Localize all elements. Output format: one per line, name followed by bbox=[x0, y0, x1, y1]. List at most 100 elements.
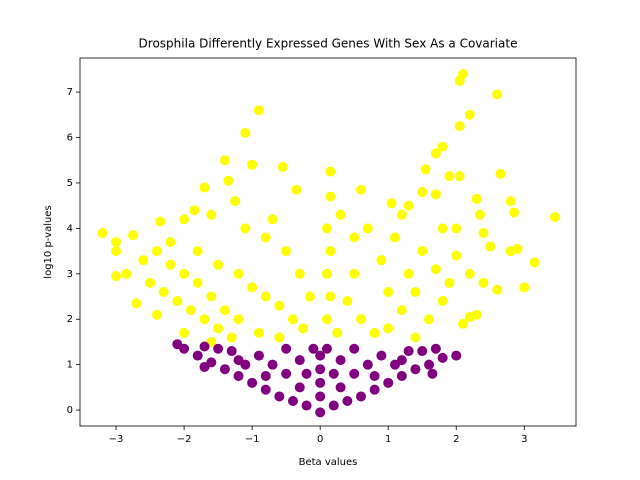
point bbox=[267, 214, 278, 225]
chart-title: Drosphila Differently Expressed Genes Wi… bbox=[139, 37, 518, 51]
point bbox=[325, 166, 336, 177]
point bbox=[281, 246, 292, 257]
point bbox=[396, 355, 407, 366]
x-tick-label: 2 bbox=[453, 434, 459, 445]
point bbox=[410, 364, 421, 375]
point bbox=[321, 223, 332, 234]
point bbox=[274, 300, 285, 311]
point bbox=[138, 255, 149, 266]
point bbox=[417, 187, 428, 198]
point bbox=[206, 291, 217, 302]
point bbox=[492, 89, 503, 100]
point bbox=[291, 184, 302, 195]
point bbox=[151, 246, 162, 257]
point bbox=[403, 200, 414, 211]
point bbox=[213, 259, 224, 270]
point bbox=[549, 212, 560, 223]
point bbox=[437, 352, 448, 363]
point bbox=[121, 268, 132, 279]
point bbox=[128, 230, 139, 241]
point bbox=[294, 382, 305, 393]
point bbox=[158, 286, 169, 297]
point bbox=[355, 314, 366, 325]
point bbox=[281, 368, 292, 379]
point bbox=[424, 359, 435, 370]
y-tick-label: 7 bbox=[67, 87, 73, 98]
y-tick-label: 4 bbox=[67, 223, 73, 234]
point bbox=[430, 264, 441, 275]
point bbox=[369, 327, 380, 338]
point bbox=[478, 277, 489, 288]
point bbox=[386, 198, 397, 209]
point bbox=[253, 327, 264, 338]
point bbox=[362, 359, 373, 370]
point bbox=[301, 368, 312, 379]
point bbox=[471, 309, 482, 320]
point bbox=[529, 257, 540, 268]
point bbox=[403, 346, 414, 357]
point bbox=[294, 268, 305, 279]
point bbox=[362, 223, 373, 234]
point bbox=[226, 332, 237, 343]
y-axis-label: log10 p-values bbox=[43, 205, 54, 278]
x-tick-label: 1 bbox=[385, 434, 391, 445]
point bbox=[172, 296, 183, 307]
x-axis-label: Beta values bbox=[299, 457, 358, 468]
point bbox=[226, 346, 237, 357]
point bbox=[451, 223, 462, 234]
point bbox=[219, 305, 230, 316]
point bbox=[396, 371, 407, 382]
point bbox=[240, 223, 251, 234]
y-tick-label: 0 bbox=[67, 405, 73, 416]
point bbox=[458, 318, 469, 329]
point bbox=[512, 243, 523, 254]
point bbox=[437, 223, 448, 234]
point bbox=[321, 343, 332, 354]
point bbox=[274, 332, 285, 343]
point bbox=[376, 255, 387, 266]
point bbox=[111, 237, 122, 247]
point bbox=[485, 241, 496, 252]
point bbox=[437, 141, 448, 152]
point bbox=[260, 291, 271, 302]
point bbox=[315, 377, 326, 388]
point bbox=[376, 350, 387, 361]
point bbox=[172, 339, 183, 350]
x-tick-label: −1 bbox=[245, 434, 260, 445]
point bbox=[383, 377, 394, 388]
point bbox=[349, 268, 360, 279]
point bbox=[464, 268, 475, 279]
point bbox=[304, 291, 315, 302]
point bbox=[247, 159, 258, 170]
point bbox=[111, 246, 122, 257]
point bbox=[430, 189, 441, 200]
point bbox=[165, 259, 176, 270]
point bbox=[509, 207, 520, 218]
point bbox=[294, 355, 305, 366]
point bbox=[349, 343, 360, 354]
point bbox=[111, 271, 122, 282]
point bbox=[131, 298, 142, 309]
point bbox=[315, 350, 326, 361]
point bbox=[325, 191, 336, 202]
point bbox=[287, 396, 298, 407]
point bbox=[321, 314, 332, 325]
point bbox=[253, 105, 264, 116]
point bbox=[233, 268, 244, 279]
point bbox=[233, 314, 244, 325]
point bbox=[383, 286, 394, 297]
point bbox=[277, 162, 288, 173]
point bbox=[342, 396, 353, 407]
point bbox=[192, 350, 203, 361]
point bbox=[471, 193, 482, 204]
point bbox=[444, 171, 455, 182]
point bbox=[260, 384, 271, 395]
point bbox=[325, 291, 336, 302]
plot-frame bbox=[79, 57, 577, 427]
point bbox=[332, 327, 343, 338]
point bbox=[328, 400, 339, 411]
point bbox=[192, 277, 203, 288]
point bbox=[274, 391, 285, 402]
y-tick-label: 3 bbox=[67, 269, 73, 280]
point bbox=[192, 246, 203, 257]
